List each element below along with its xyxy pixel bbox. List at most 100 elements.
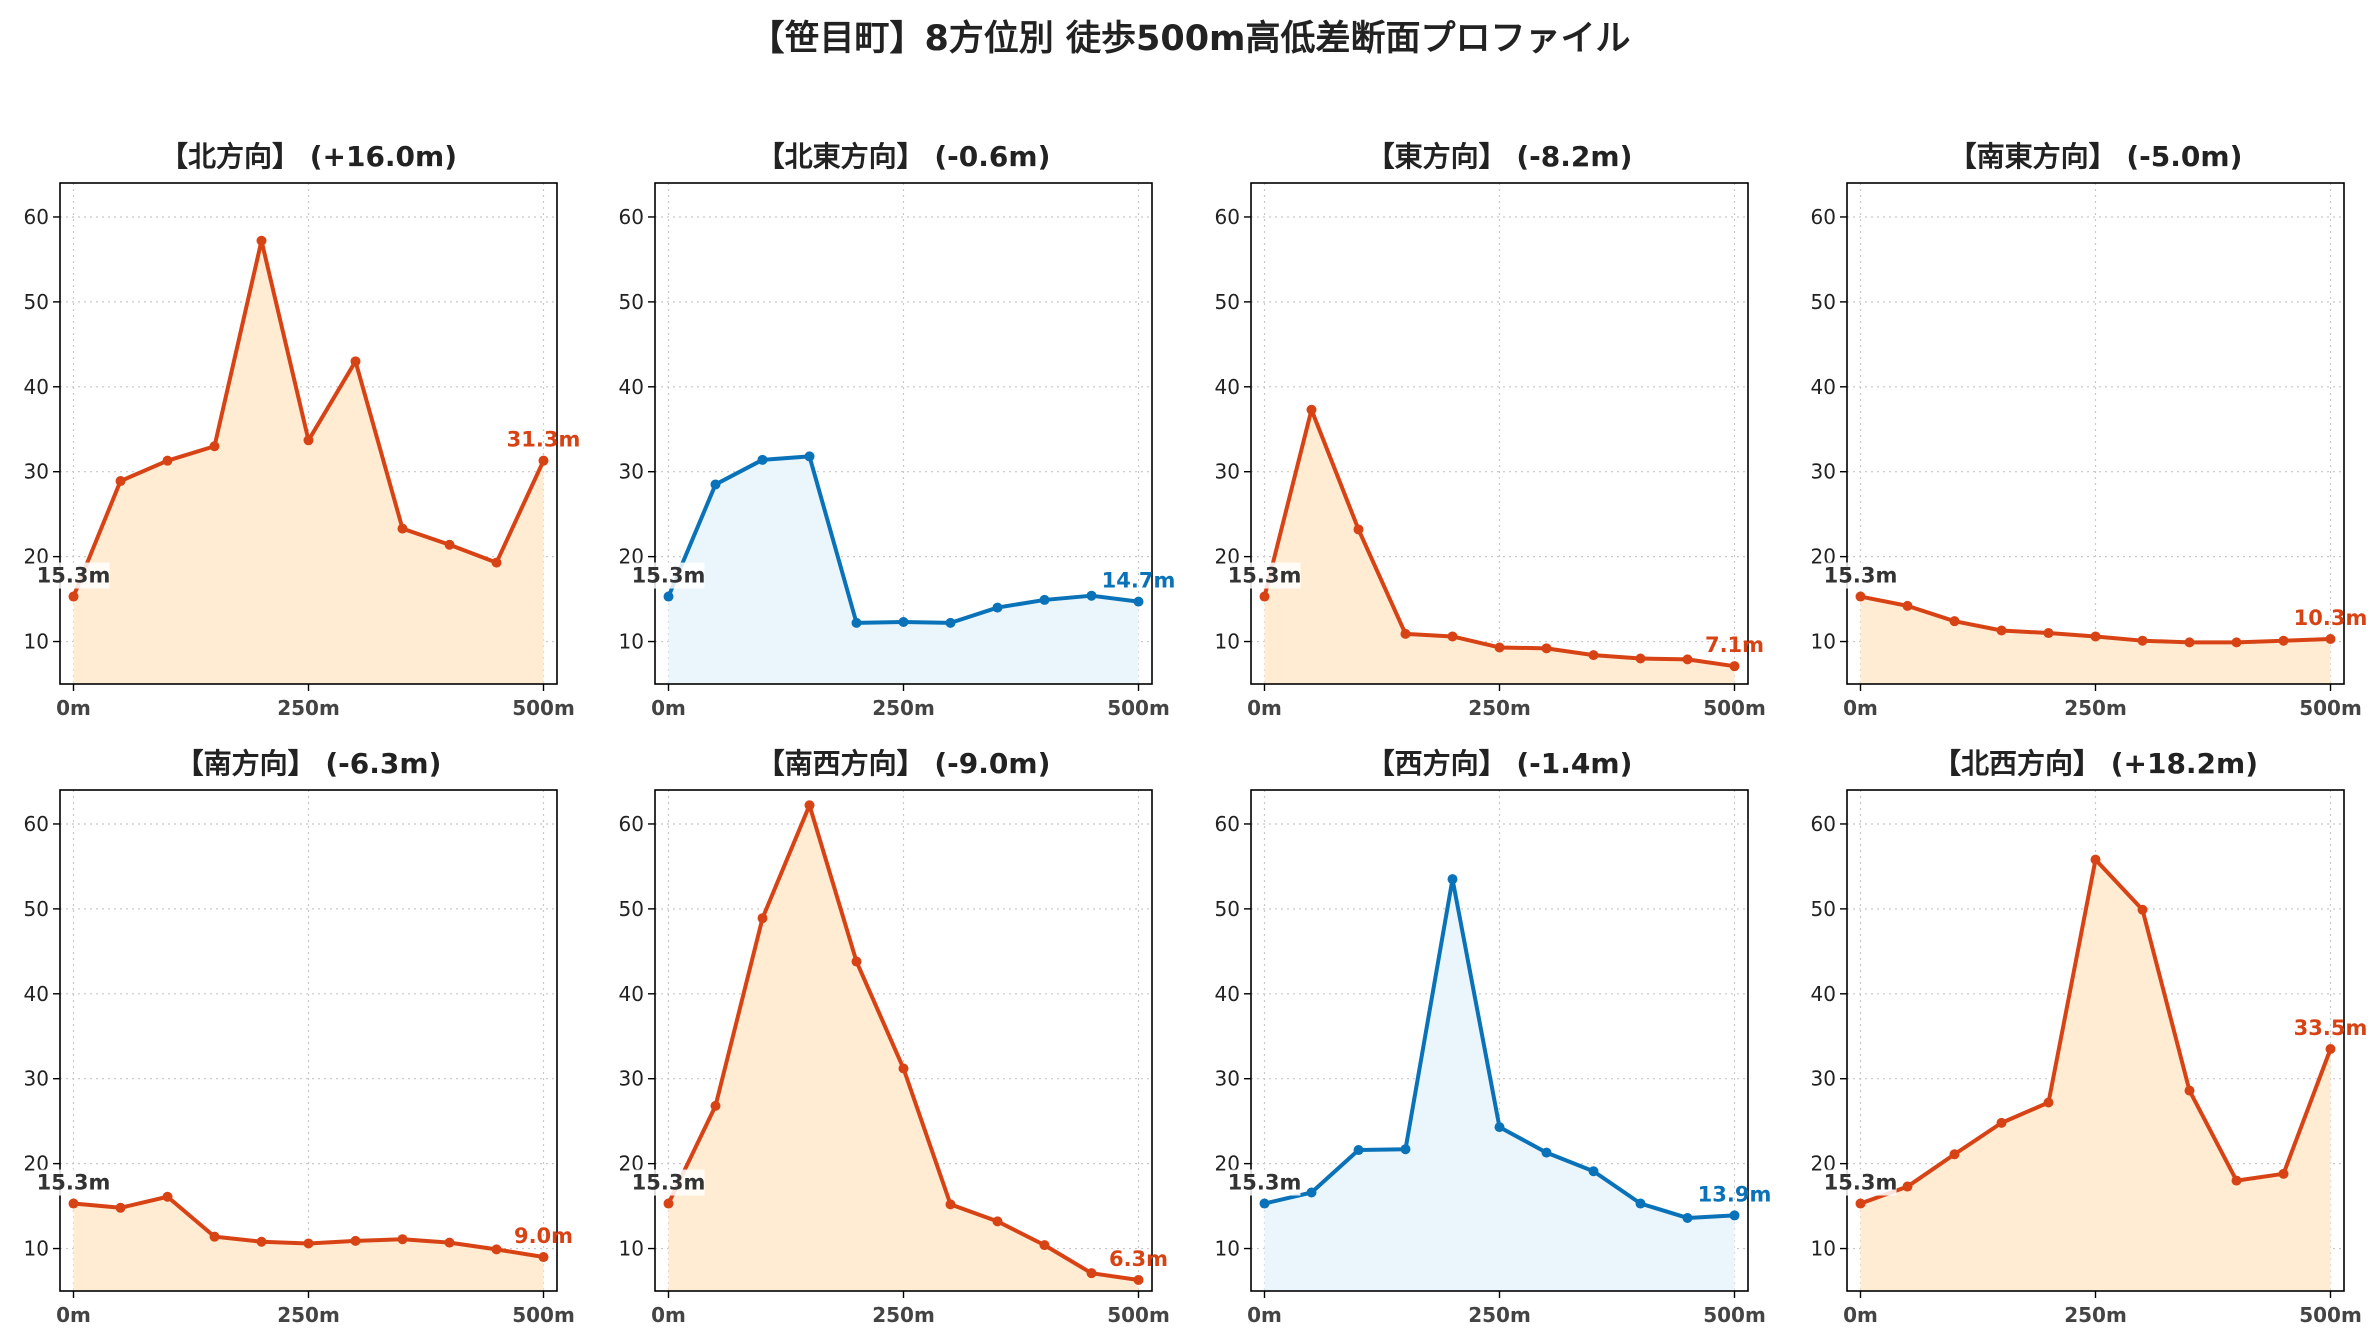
- y-tick-label: 30: [24, 460, 49, 484]
- start-label-box: [37, 1169, 110, 1196]
- start-elevation-label: 15.3m: [1824, 564, 1898, 588]
- elevation-point: [1133, 596, 1144, 607]
- elevation-point: [992, 1216, 1003, 1227]
- elevation-point: [1353, 524, 1364, 535]
- elevation-point: [209, 441, 220, 452]
- y-tick-label: 30: [619, 1067, 644, 1091]
- elevation-point: [1400, 1144, 1411, 1155]
- elevation-point: [1949, 1149, 1960, 1160]
- x-tick-label: 500m: [2299, 1303, 2362, 1327]
- elevation-point: [1259, 591, 1270, 602]
- end-elevation-label: 13.9m: [1698, 1182, 1772, 1206]
- elevation-point: [397, 523, 408, 534]
- elevation-point: [2184, 1085, 2195, 1096]
- x-tick-label: 250m: [872, 1303, 935, 1327]
- y-tick-label: 10: [619, 1237, 644, 1261]
- elevation-point: [1902, 600, 1913, 611]
- x-tick-label: 500m: [512, 1303, 575, 1327]
- x-tick-label: 0m: [56, 696, 91, 720]
- start-elevation-label: 15.3m: [632, 564, 706, 588]
- elevation-point: [2090, 631, 2101, 642]
- y-tick-label: 50: [1811, 290, 1836, 314]
- subplot-title: 【西方向】 (-1.4m): [1367, 747, 1633, 780]
- x-tick-label: 500m: [512, 696, 575, 720]
- elevation-point: [444, 539, 455, 550]
- elevation-point: [2184, 637, 2195, 648]
- elevation-point: [710, 479, 721, 490]
- y-tick-label: 40: [24, 375, 49, 399]
- elevation-point: [2137, 635, 2148, 646]
- elevation-point: [2043, 628, 2054, 639]
- elevation-point: [444, 1237, 455, 1248]
- elevation-point: [2325, 1043, 2336, 1054]
- elevation-point: [68, 591, 79, 602]
- x-tick-label: 500m: [2299, 696, 2362, 720]
- y-tick-label: 60: [619, 812, 644, 836]
- start-label-box: [632, 562, 705, 589]
- x-tick-label: 500m: [1107, 1303, 1170, 1327]
- x-tick-label: 0m: [1247, 1303, 1282, 1327]
- y-tick-label: 10: [1215, 1237, 1240, 1261]
- elevation-point: [757, 913, 768, 924]
- elevation-point: [1682, 1212, 1693, 1223]
- elevation-point: [303, 1238, 314, 1249]
- x-tick-label: 250m: [872, 696, 935, 720]
- elevation-point: [2278, 635, 2289, 646]
- elevation-point: [1855, 591, 1866, 602]
- elevation-point: [1133, 1274, 1144, 1285]
- x-tick-label: 500m: [1703, 1303, 1766, 1327]
- y-tick-label: 40: [619, 375, 644, 399]
- elevation-area: [73, 240, 544, 684]
- elevation-point: [1729, 661, 1740, 672]
- y-tick-label: 50: [24, 897, 49, 921]
- x-tick-label: 250m: [1468, 1303, 1531, 1327]
- elevation-point: [1494, 1122, 1505, 1133]
- y-tick-label: 40: [619, 982, 644, 1006]
- elevation-point: [1039, 1240, 1050, 1251]
- elevation-point: [2090, 854, 2101, 865]
- subplot-title: 【北方向】 (+16.0m): [160, 140, 457, 173]
- elevation-point: [1682, 654, 1693, 665]
- x-tick-label: 250m: [1468, 696, 1531, 720]
- y-tick-label: 30: [1215, 1067, 1240, 1091]
- y-tick-label: 50: [619, 290, 644, 314]
- end-elevation-label: 9.0m: [514, 1224, 573, 1248]
- start-elevation-label: 15.3m: [1824, 1171, 1898, 1195]
- end-elevation-label: 33.5m: [2294, 1016, 2368, 1040]
- elevation-point: [1306, 404, 1317, 415]
- x-tick-label: 0m: [1247, 696, 1282, 720]
- x-tick-label: 250m: [2064, 696, 2127, 720]
- elevation-point: [945, 1199, 956, 1210]
- x-tick-label: 250m: [2064, 1303, 2127, 1327]
- y-tick-label: 50: [1811, 897, 1836, 921]
- end-elevation-label: 10.3m: [2294, 606, 2368, 630]
- elevation-point: [898, 617, 909, 628]
- start-label-box: [632, 1169, 705, 1196]
- y-tick-label: 60: [1215, 205, 1240, 229]
- elevation-point: [1855, 1198, 1866, 1209]
- elevation-point: [663, 591, 674, 602]
- y-tick-label: 40: [24, 982, 49, 1006]
- elevation-point: [757, 454, 768, 465]
- y-tick-label: 30: [24, 1067, 49, 1091]
- elevation-point: [804, 451, 815, 462]
- y-tick-label: 60: [1811, 205, 1836, 229]
- start-elevation-label: 15.3m: [632, 1171, 706, 1195]
- elevation-point: [2043, 1097, 2054, 1108]
- y-tick-label: 30: [1811, 460, 1836, 484]
- elevation-point: [851, 956, 862, 967]
- start-elevation-label: 15.3m: [1228, 564, 1302, 588]
- end-elevation-label: 6.3m: [1109, 1247, 1168, 1271]
- elevation-point: [2278, 1168, 2289, 1179]
- y-tick-label: 10: [1811, 1237, 1836, 1261]
- x-tick-label: 250m: [277, 1303, 340, 1327]
- subplot-title: 【東方向】 (-8.2m): [1367, 140, 1633, 173]
- y-tick-label: 30: [1215, 460, 1240, 484]
- elevation-point: [256, 235, 267, 246]
- x-tick-label: 0m: [1843, 696, 1878, 720]
- y-tick-label: 60: [619, 205, 644, 229]
- elevation-point: [303, 435, 314, 446]
